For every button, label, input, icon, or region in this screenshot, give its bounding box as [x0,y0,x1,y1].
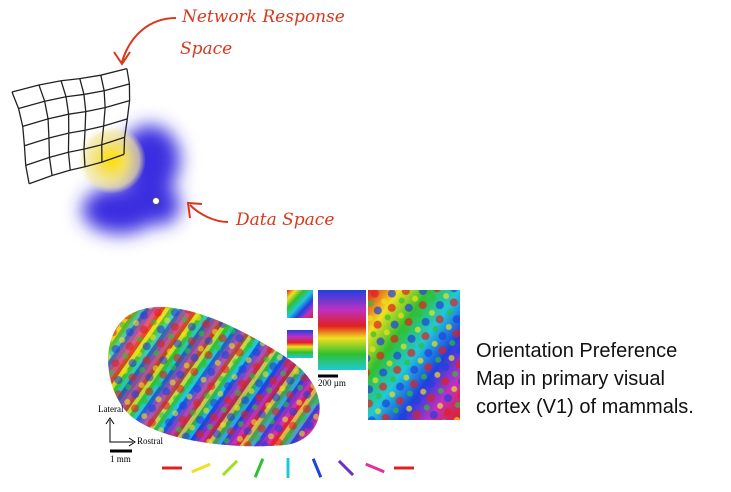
map-inset-texture [368,290,460,420]
mesh-line [100,75,106,163]
mesh-line [60,80,71,171]
map-inset [287,330,313,358]
mesh-line [28,153,125,185]
orientation-bar [365,462,385,474]
caption-line: Orientation Preference [476,340,677,362]
mesh-line [25,136,125,166]
response-glow [78,126,146,194]
axis-label: Rostral [137,436,163,446]
axis-arrows [105,417,136,447]
network-mesh [11,68,131,185]
orientation-bar [191,462,211,474]
mesh-line [38,84,53,176]
handwritten-label: Network Response [181,7,345,27]
arrow [186,201,229,223]
arrow [113,17,177,66]
handwritten-label: Space [180,39,232,59]
scale-label: 200 µm [318,378,346,388]
caption-line: Map in primary visual [476,368,665,390]
scale-label: 1 mm [110,454,131,464]
mesh-line [24,118,128,147]
mesh-line [123,68,131,155]
mesh-line [11,91,30,184]
axis-label: Lateral [98,404,124,414]
orientation-bar [337,459,355,477]
orientation-map-texture [108,307,320,447]
map-inset [287,290,313,318]
handwritten-label: Data Space [235,210,334,230]
orientation-bar [311,458,323,478]
caption-line: cortex (V1) of mammals. [476,396,694,418]
mesh-line [18,83,130,110]
mesh-line [11,68,128,93]
orientation-bar [221,459,239,477]
data-point [152,197,160,205]
orientation-key [162,458,414,478]
map-inset [318,290,366,370]
orientation-bar [253,458,265,478]
mesh-line [22,100,130,127]
mesh-line [79,78,87,167]
